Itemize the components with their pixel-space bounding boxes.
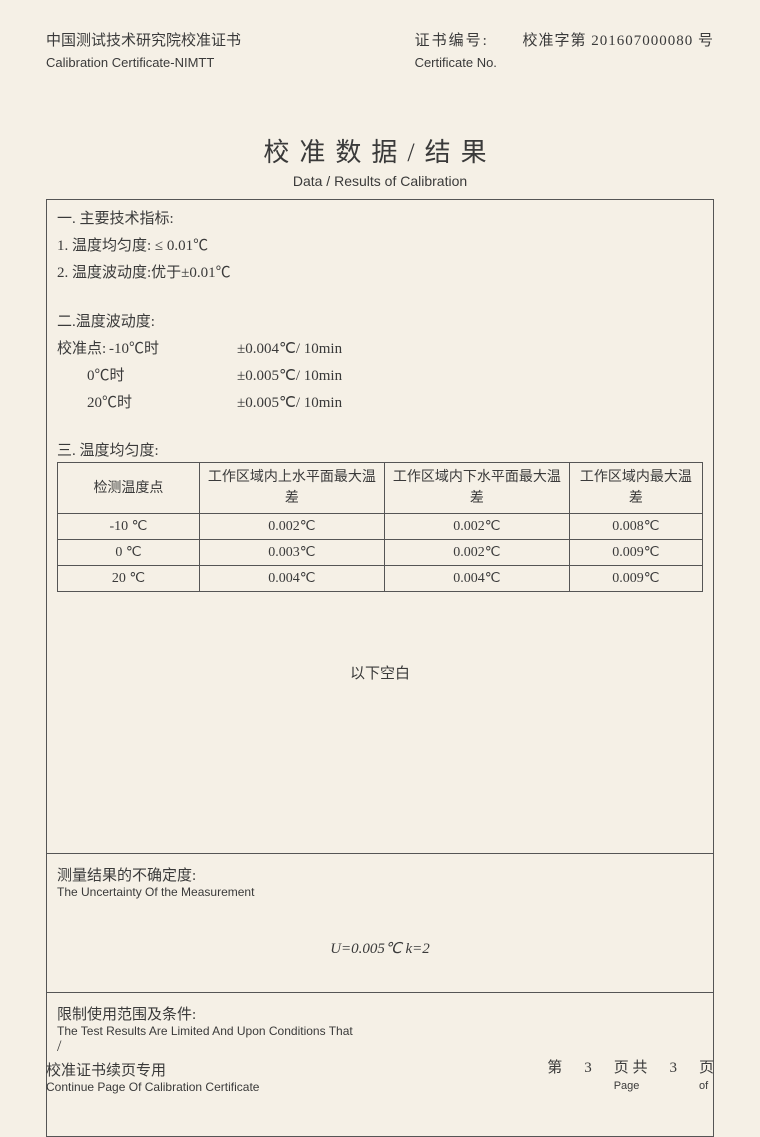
footer-left: 校准证书续页专用 Continue Page Of Calibration Ce… [46, 1059, 259, 1094]
section2-heading: 二.温度波动度: [57, 309, 703, 336]
section-1: 一. 主要技术指标: 1. 温度均匀度: ≤ 0.01℃ 2. 温度波动度:优于… [47, 200, 713, 289]
uniformity-table: 检测温度点 工作区域内上水平面最大温差 工作区域内下水平面最大温差 工作区域内最… [57, 462, 703, 592]
page-label-2: 页 共 Page [614, 1056, 648, 1094]
limits-title-cn: 限制使用范围及条件: [57, 1003, 703, 1024]
fluct-value: ±0.004℃/ 10min [237, 336, 342, 363]
table-cell: 0.002℃ [199, 514, 384, 540]
content-box: 一. 主要技术指标: 1. 温度均匀度: ≤ 0.01℃ 2. 温度波动度:优于… [46, 199, 714, 1137]
header-org: 中国测试技术研究院校准证书 Calibration Certificate-NI… [46, 30, 241, 72]
fluct-label: 校准点: -10℃时 [57, 336, 237, 363]
section1-line2: 2. 温度波动度:优于±0.01℃ [57, 260, 703, 287]
certno-label-cn: 证书编号: [415, 30, 489, 53]
footer-left-cn: 校准证书续页专用 [46, 1059, 259, 1080]
fluct-row: 0℃时 ±0.005℃/ 10min [57, 363, 703, 390]
org-name-en: Calibration Certificate-NIMTT [46, 53, 241, 73]
page-total: 3 [655, 1060, 691, 1077]
certno-label-en: Certificate No. [415, 53, 714, 73]
table-cell: 0.004℃ [199, 566, 384, 592]
table-header-row: 检测温度点 工作区域内上水平面最大温差 工作区域内下水平面最大温差 工作区域内最… [58, 463, 703, 514]
table-cell: 0.004℃ [384, 566, 569, 592]
fluct-row: 校准点: -10℃时 ±0.004℃/ 10min [57, 336, 703, 363]
fluct-value: ±0.005℃/ 10min [237, 390, 342, 417]
page-footer: 校准证书续页专用 Continue Page Of Calibration Ce… [46, 1056, 714, 1094]
table-cell: 0.003℃ [199, 540, 384, 566]
uncertainty-section: 测量结果的不确定度: The Uncertainty Of the Measur… [47, 854, 713, 992]
page-number: 3 [570, 1060, 606, 1077]
org-name-cn: 中国测试技术研究院校准证书 [46, 30, 241, 53]
uncertainty-value: U=0.005℃ k=2 [57, 899, 703, 982]
limits-body: / [57, 1038, 703, 1056]
uncertainty-title-cn: 测量结果的不确定度: [57, 864, 703, 885]
table-header: 工作区域内下水平面最大温差 [384, 463, 569, 514]
table-row: 0 ℃ 0.003℃ 0.002℃ 0.009℃ [58, 540, 703, 566]
table-cell: 0.008℃ [569, 514, 702, 540]
table-cell: 0 ℃ [58, 540, 200, 566]
main-title-cn: 校准数据/结果 [46, 132, 714, 169]
table-cell: 0.002℃ [384, 514, 569, 540]
fluct-point: 20℃时 [57, 390, 237, 417]
table-header: 工作区域内上水平面最大温差 [199, 463, 384, 514]
table-cell: 20 ℃ [58, 566, 200, 592]
table-header: 检测温度点 [58, 463, 200, 514]
page-label-3: 页 of [699, 1056, 714, 1094]
table-row: 20 ℃ 0.004℃ 0.004℃ 0.009℃ [58, 566, 703, 592]
footer-left-en: Continue Page Of Calibration Certificate [46, 1080, 259, 1094]
table-cell: 0.009℃ [569, 566, 702, 592]
section1-heading: 一. 主要技术指标: [57, 206, 703, 233]
table-cell: 0.002℃ [384, 540, 569, 566]
limits-title-en: The Test Results Are Limited And Upon Co… [57, 1024, 703, 1038]
table-header: 工作区域内最大温差 [569, 463, 702, 514]
header-certno: 证书编号: 校准字第 201607000080 号 Certificate No… [415, 30, 714, 72]
document-header: 中国测试技术研究院校准证书 Calibration Certificate-NI… [46, 30, 714, 72]
section1-line1: 1. 温度均匀度: ≤ 0.01℃ [57, 233, 703, 260]
certno-value: 校准字第 201607000080 号 [522, 33, 714, 49]
page-label-1: 第 [547, 1056, 562, 1077]
uncertainty-title-en: The Uncertainty Of the Measurement [57, 885, 703, 899]
section3-heading: 三. 温度均匀度: [47, 419, 713, 460]
footer-right: 第 3 页 共 Page 3 页 of [547, 1056, 714, 1094]
certno-line: 证书编号: 校准字第 201607000080 号 [415, 30, 714, 53]
table-cell: -10 ℃ [58, 514, 200, 540]
main-title-en: Data / Results of Calibration [46, 173, 714, 189]
fluct-point: 0℃时 [57, 363, 237, 390]
fluct-row: 20℃时 ±0.005℃/ 10min [57, 390, 703, 417]
fluct-value: ±0.005℃/ 10min [237, 363, 342, 390]
blank-below-text: 以下空白 [47, 592, 713, 853]
table-cell: 0.009℃ [569, 540, 702, 566]
section-2: 二.温度波动度: 校准点: -10℃时 ±0.004℃/ 10min 0℃时 ±… [47, 289, 713, 419]
table-row: -10 ℃ 0.002℃ 0.002℃ 0.008℃ [58, 514, 703, 540]
